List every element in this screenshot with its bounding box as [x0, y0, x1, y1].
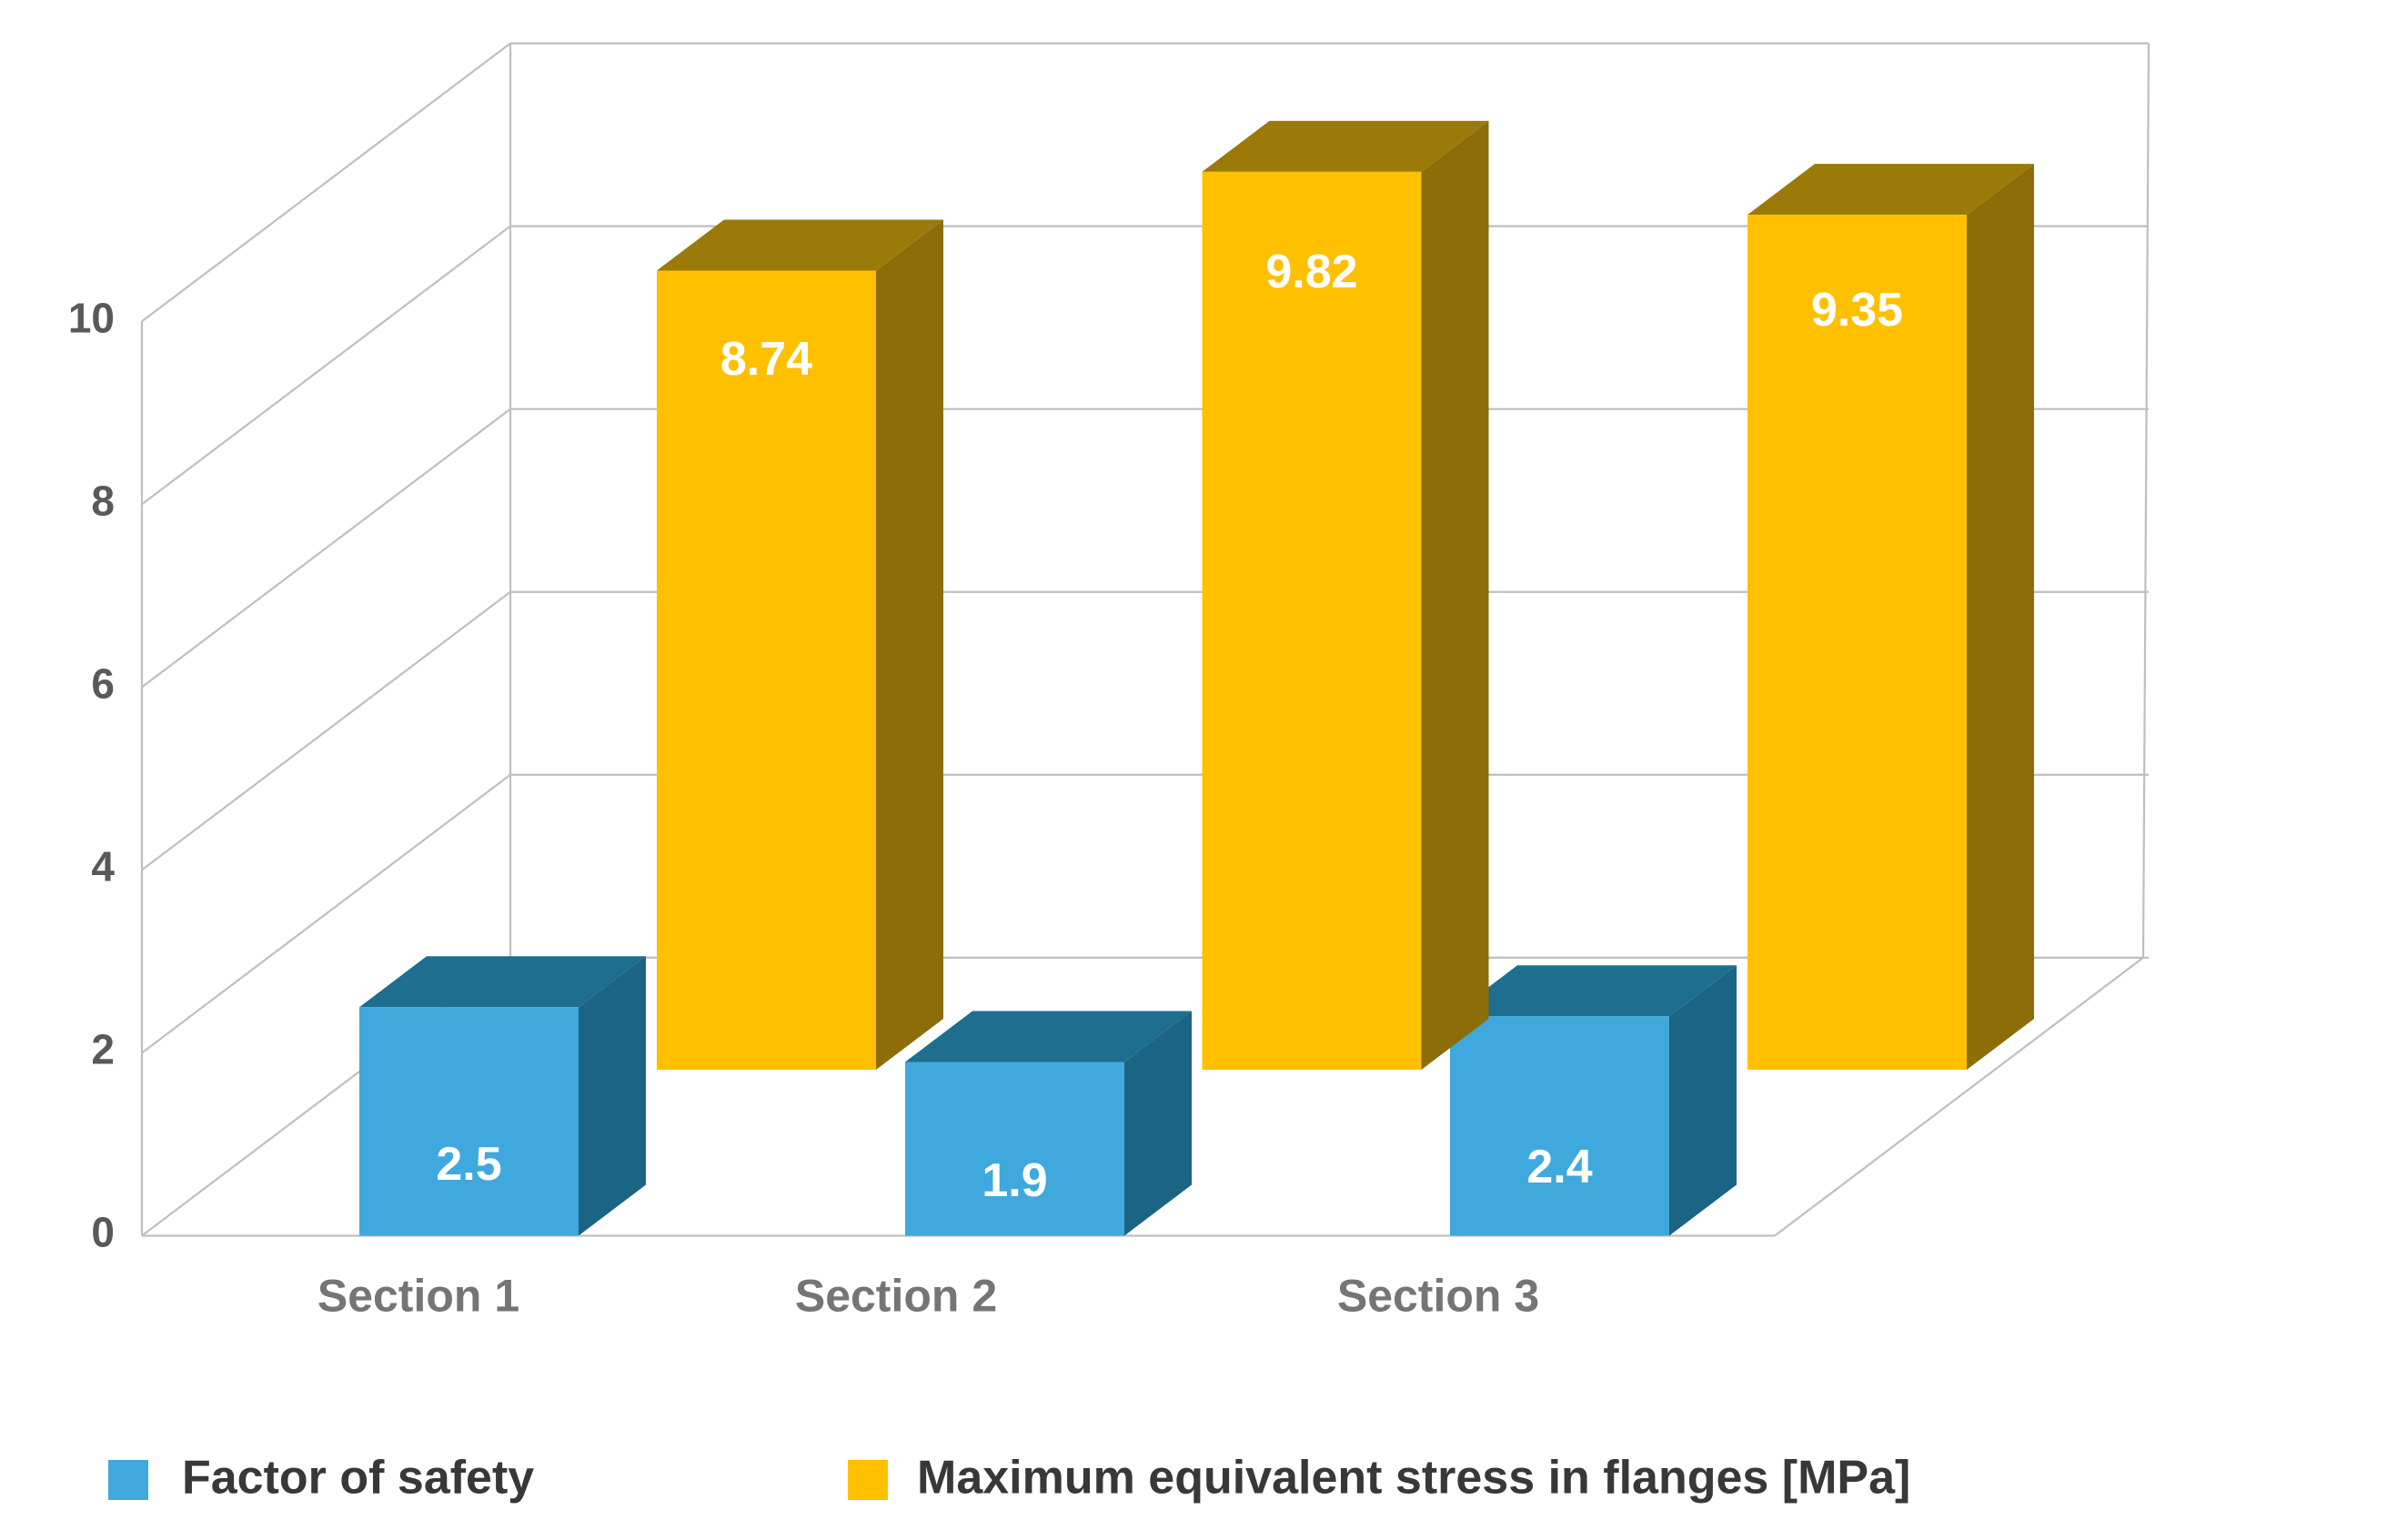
- svg-text:6: 6: [91, 660, 115, 708]
- svg-text:10: 10: [68, 294, 115, 341]
- svg-text:8.74: 8.74: [720, 333, 812, 386]
- svg-text:Maximum equivalent stress in f: Maximum equivalent stress in flanges [MP…: [917, 1452, 1910, 1505]
- svg-text:9.82: 9.82: [1265, 246, 1357, 298]
- svg-text:2: 2: [91, 1026, 115, 1073]
- svg-text:8: 8: [91, 477, 115, 524]
- svg-text:Section 1: Section 1: [317, 1271, 519, 1322]
- svg-text:Section 3: Section 3: [1337, 1271, 1539, 1322]
- svg-text:1.9: 1.9: [982, 1154, 1047, 1207]
- svg-text:Section 2: Section 2: [795, 1271, 997, 1322]
- svg-text:4: 4: [91, 843, 115, 891]
- svg-text:Factor of safety: Factor of safety: [182, 1452, 534, 1505]
- svg-text:2.4: 2.4: [1526, 1141, 1592, 1193]
- svg-text:2.5: 2.5: [436, 1138, 501, 1191]
- svg-text:9.35: 9.35: [1811, 284, 1903, 337]
- svg-text:0: 0: [91, 1209, 115, 1256]
